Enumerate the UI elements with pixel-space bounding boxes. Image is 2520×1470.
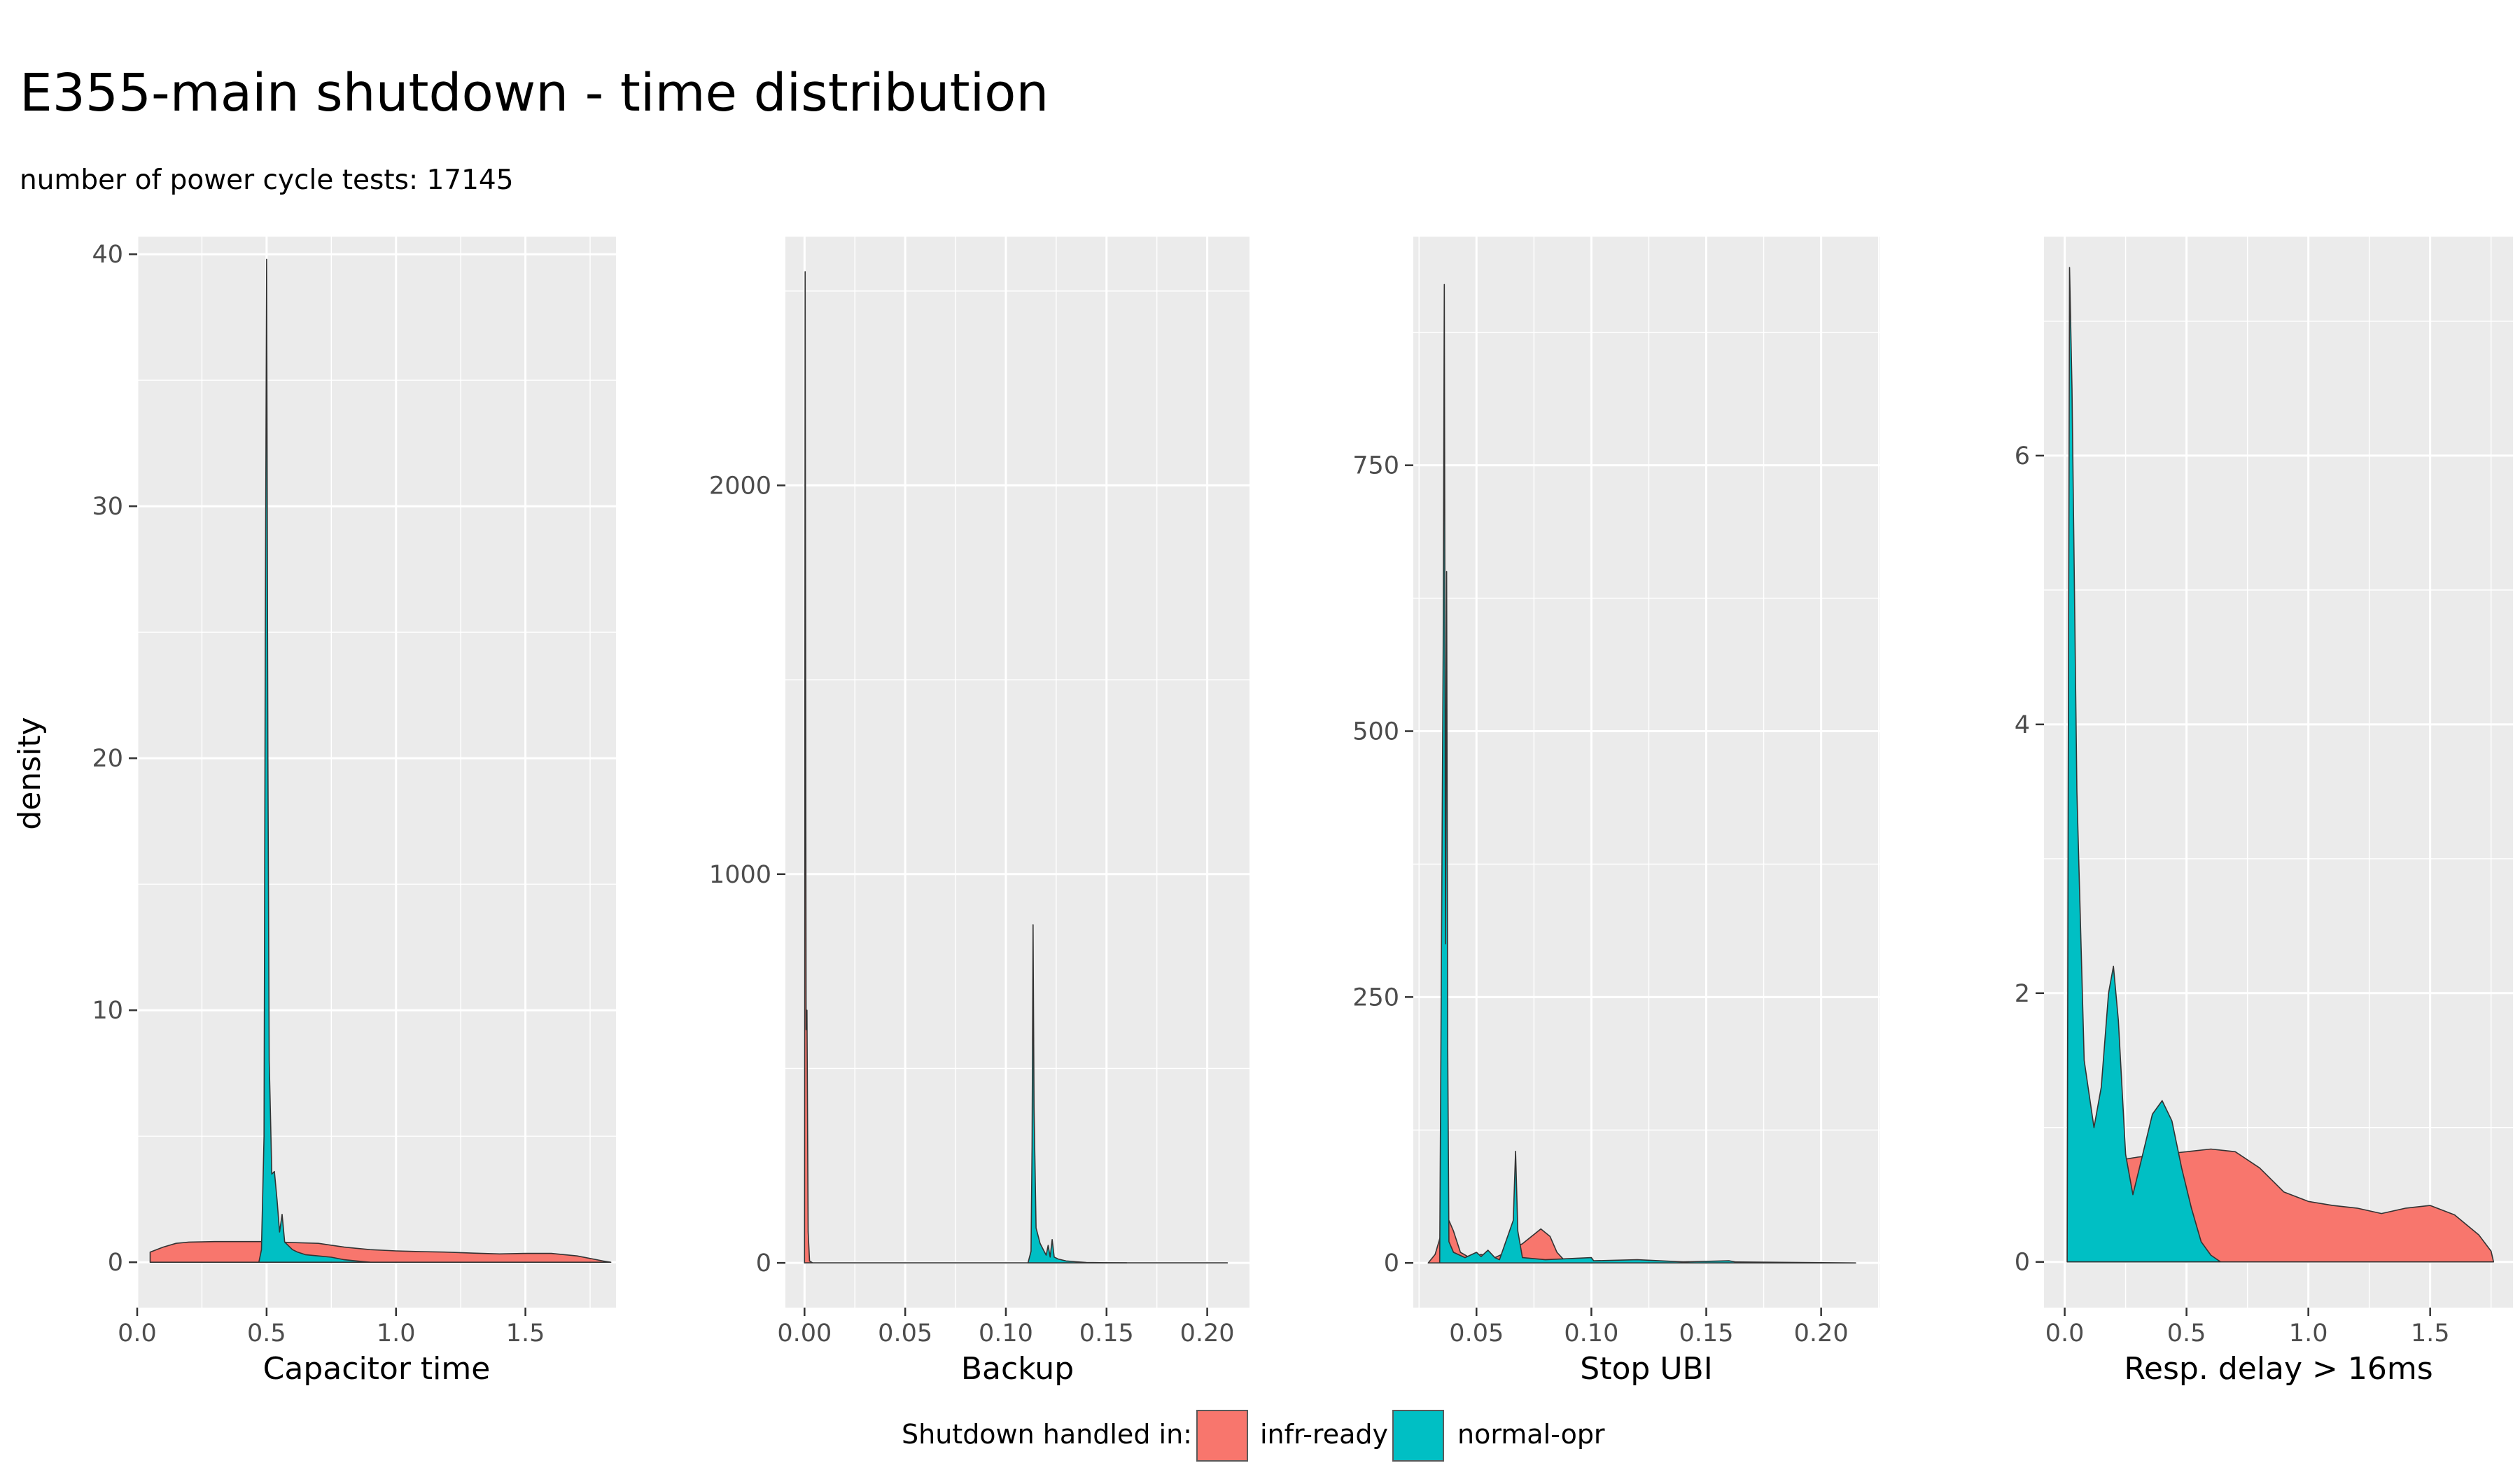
x-tick-label: 0.15 — [1079, 1320, 1134, 1348]
density-area-normal-opr — [258, 258, 371, 1263]
density-area-normal-opr — [2066, 267, 2222, 1263]
y-tick-label: 4 — [2015, 711, 2030, 739]
density-area-normal-opr — [1438, 284, 1742, 1264]
panel-background — [137, 237, 616, 1308]
legend-key-infr-ready — [1196, 1410, 1248, 1462]
x-tick-label: 0.15 — [1679, 1320, 1734, 1348]
y-tick-label: 6 — [2015, 442, 2030, 470]
x-tick-label: 0.05 — [1449, 1320, 1504, 1348]
legend-label-infr-ready: infr-ready — [1260, 1419, 1388, 1450]
x-tick-label: 0.00 — [777, 1320, 832, 1348]
density-area-normal-opr — [1027, 924, 1128, 1264]
y-axis-title: density — [12, 717, 48, 830]
facet-stop-ubi: 0.05 0.10 0.15 0.20 0 250 500 750 Stop UBI — [1352, 237, 1879, 1387]
y-tick-label: 40 — [92, 241, 123, 269]
x-axis-title: Capacitor time — [263, 1351, 491, 1387]
chart-subtitle: number of power cycle tests: 17145 — [20, 164, 514, 196]
y-tick-label: 2000 — [709, 472, 771, 500]
y-tick-label: 2 — [2015, 980, 2030, 1008]
x-tick-label: 1.0 — [377, 1320, 416, 1348]
x-tick-label: 1.5 — [2411, 1320, 2450, 1348]
x-axis-title: Resp. delay > 16ms — [2124, 1351, 2432, 1387]
y-tick-label: 500 — [1352, 718, 1399, 746]
x-tick-label: 0.5 — [247, 1320, 286, 1348]
x-tick-label: 0.10 — [979, 1320, 1033, 1348]
panel-background — [785, 237, 1250, 1308]
panel-background — [1413, 237, 1879, 1308]
legend-label-normal-opr: normal-opr — [1457, 1419, 1605, 1450]
x-tick-label: 0.0 — [2045, 1320, 2085, 1348]
x-tick-label: 0.0 — [118, 1320, 157, 1348]
x-tick-label: 1.5 — [506, 1320, 545, 1348]
facet-resp-delay-16ms: 0.0 0.5 1.0 1.5 0 2 4 6 Resp. delay > 16ms — [2015, 237, 2513, 1387]
x-tick-label: 1.0 — [2289, 1320, 2328, 1348]
y-tick-label: 0 — [108, 1249, 123, 1277]
x-tick-label: 0.10 — [1564, 1320, 1618, 1348]
x-tick-label: 0.05 — [878, 1320, 932, 1348]
x-axis-title: Stop UBI — [1580, 1351, 1712, 1387]
y-tick-label: 0 — [756, 1250, 771, 1278]
y-tick-label: 10 — [92, 997, 123, 1025]
y-tick-label: 20 — [92, 745, 123, 773]
x-tick-label: 0.5 — [2167, 1320, 2206, 1348]
legend-title: Shutdown handled in: — [902, 1419, 1192, 1450]
y-tick-label: 0 — [2015, 1249, 2030, 1277]
y-tick-label: 30 — [92, 493, 123, 521]
y-tick-label: 250 — [1352, 983, 1399, 1011]
x-tick-label: 0.20 — [1794, 1320, 1849, 1348]
chart-title: E355-main shutdown - time distribution — [20, 63, 1049, 123]
y-tick-label: 0 — [1384, 1250, 1399, 1278]
facet-backup: 0.00 0.05 0.10 0.15 0.20 0 1000 2000 Backup — [709, 237, 1250, 1387]
y-tick-label: 1000 — [709, 861, 771, 889]
x-axis-title: Backup — [961, 1351, 1074, 1387]
legend-key-normal-opr — [1392, 1410, 1444, 1462]
y-tick-label: 750 — [1352, 452, 1399, 480]
facet-capacitor-time: 0.0 0.5 1.0 1.5 0 10 20 30 40 Capacitor time — [92, 237, 616, 1387]
legend: Shutdown handled in: infr-ready normal-o… — [902, 1410, 1605, 1462]
x-tick-label: 0.20 — [1180, 1320, 1235, 1348]
